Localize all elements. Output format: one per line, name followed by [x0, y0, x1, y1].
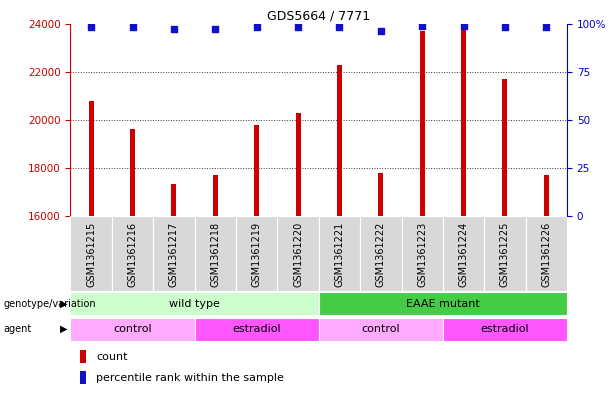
- Title: GDS5664 / 7771: GDS5664 / 7771: [267, 9, 370, 22]
- Text: GSM1361217: GSM1361217: [169, 222, 179, 287]
- Point: [293, 24, 303, 31]
- Text: GSM1361215: GSM1361215: [86, 222, 96, 287]
- Point: [169, 26, 179, 33]
- Bar: [402, 216, 443, 291]
- Bar: [80, 371, 86, 384]
- Text: agent: agent: [3, 324, 31, 334]
- Bar: [130, 130, 135, 216]
- Bar: [484, 216, 526, 291]
- Text: GSM1361222: GSM1361222: [376, 222, 386, 288]
- Point: [459, 22, 468, 29]
- Text: GSM1361221: GSM1361221: [335, 222, 345, 287]
- Bar: [70, 216, 112, 291]
- Bar: [70, 318, 195, 341]
- Text: control: control: [362, 324, 400, 334]
- Text: ▶: ▶: [60, 324, 67, 334]
- Text: wild type: wild type: [169, 299, 220, 309]
- Point: [86, 24, 96, 31]
- Bar: [544, 175, 549, 216]
- Bar: [80, 350, 86, 363]
- Bar: [319, 318, 443, 341]
- Text: GSM1361216: GSM1361216: [128, 222, 137, 287]
- Text: control: control: [113, 324, 152, 334]
- Text: genotype/variation: genotype/variation: [3, 299, 96, 309]
- Bar: [195, 318, 319, 341]
- Point: [252, 24, 262, 31]
- Bar: [319, 216, 360, 291]
- Text: estradiol: estradiol: [481, 324, 529, 334]
- Text: GSM1361223: GSM1361223: [417, 222, 427, 287]
- Point: [335, 24, 345, 31]
- Bar: [89, 101, 94, 216]
- Point: [128, 24, 137, 31]
- Point: [417, 22, 427, 29]
- Point: [376, 28, 386, 35]
- Bar: [172, 184, 177, 216]
- Bar: [526, 216, 567, 291]
- Bar: [195, 216, 236, 291]
- Bar: [295, 113, 300, 216]
- Bar: [254, 125, 259, 216]
- Bar: [443, 216, 484, 291]
- Bar: [112, 216, 153, 291]
- Bar: [378, 173, 383, 216]
- Text: EAAE mutant: EAAE mutant: [406, 299, 480, 309]
- Bar: [461, 28, 466, 216]
- Bar: [443, 318, 567, 341]
- Bar: [420, 31, 425, 216]
- Bar: [70, 292, 319, 315]
- Point: [210, 26, 220, 33]
- Text: percentile rank within the sample: percentile rank within the sample: [96, 373, 284, 383]
- Text: GSM1361218: GSM1361218: [210, 222, 220, 287]
- Bar: [277, 216, 319, 291]
- Bar: [236, 216, 277, 291]
- Bar: [503, 79, 508, 216]
- Point: [500, 24, 510, 31]
- Bar: [153, 216, 195, 291]
- Text: GSM1361219: GSM1361219: [252, 222, 262, 287]
- Text: GSM1361226: GSM1361226: [541, 222, 551, 287]
- Bar: [319, 292, 567, 315]
- Bar: [337, 64, 342, 216]
- Bar: [360, 216, 402, 291]
- Text: ▶: ▶: [60, 299, 67, 309]
- Text: GSM1361220: GSM1361220: [293, 222, 303, 287]
- Text: GSM1361224: GSM1361224: [459, 222, 468, 287]
- Point: [541, 24, 551, 31]
- Bar: [213, 175, 218, 216]
- Text: count: count: [96, 352, 128, 362]
- Text: GSM1361225: GSM1361225: [500, 222, 510, 288]
- Text: estradiol: estradiol: [232, 324, 281, 334]
